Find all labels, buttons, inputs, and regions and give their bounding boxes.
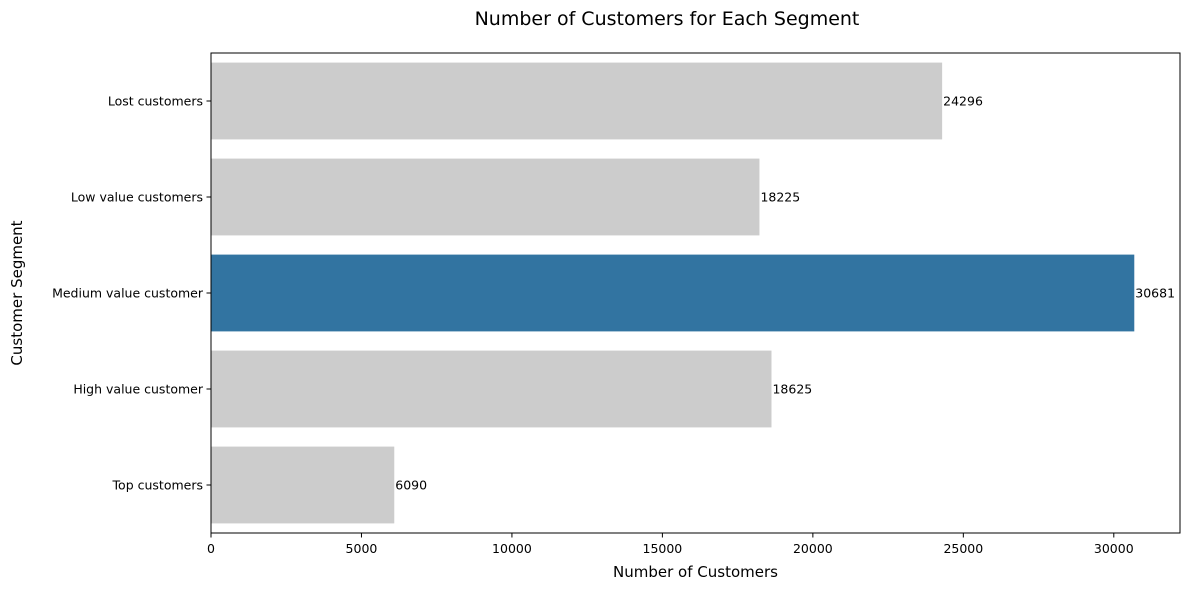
data-labels-layer: 24296 18225 30681 18625 6090 — [395, 94, 1175, 493]
y-axis-label: Customer Segment — [8, 220, 26, 365]
data-label-2: 30681 — [1135, 286, 1175, 301]
x-tick-label-2: 10000 — [492, 541, 532, 556]
data-label-0: 24296 — [943, 94, 983, 109]
x-axis-label: Number of Customers — [613, 563, 778, 581]
x-tick-label-6: 30000 — [1094, 541, 1134, 556]
y-tick-label-4: Top customers — [112, 478, 203, 493]
y-tick-label-1: Low value customers — [71, 190, 203, 205]
x-axis: 0 5000 10000 15000 20000 25000 30000 — [207, 533, 1134, 556]
data-label-4: 6090 — [395, 478, 427, 493]
bar-0 — [211, 62, 943, 140]
bar-3 — [211, 350, 772, 428]
x-tick-label-4: 20000 — [793, 541, 833, 556]
y-tick-label-2: Medium value customer — [52, 286, 204, 301]
y-axis: Lost customers Low value customers Medium … — [52, 94, 211, 493]
chart-title: Number of Customers for Each Segment — [475, 8, 860, 30]
data-label-3: 18625 — [772, 382, 812, 397]
bars-layer — [211, 62, 1135, 524]
bar-4 — [211, 446, 395, 524]
bar-1 — [211, 158, 760, 236]
x-tick-label-5: 25000 — [943, 541, 983, 556]
bar-2 — [211, 254, 1135, 332]
x-tick-label-1: 5000 — [346, 541, 378, 556]
x-tick-label-3: 15000 — [643, 541, 683, 556]
x-tick-label-0: 0 — [207, 541, 215, 556]
data-label-1: 18225 — [760, 190, 800, 205]
y-tick-label-0: Lost customers — [108, 94, 203, 109]
y-tick-label-3: High value customer — [73, 382, 204, 397]
